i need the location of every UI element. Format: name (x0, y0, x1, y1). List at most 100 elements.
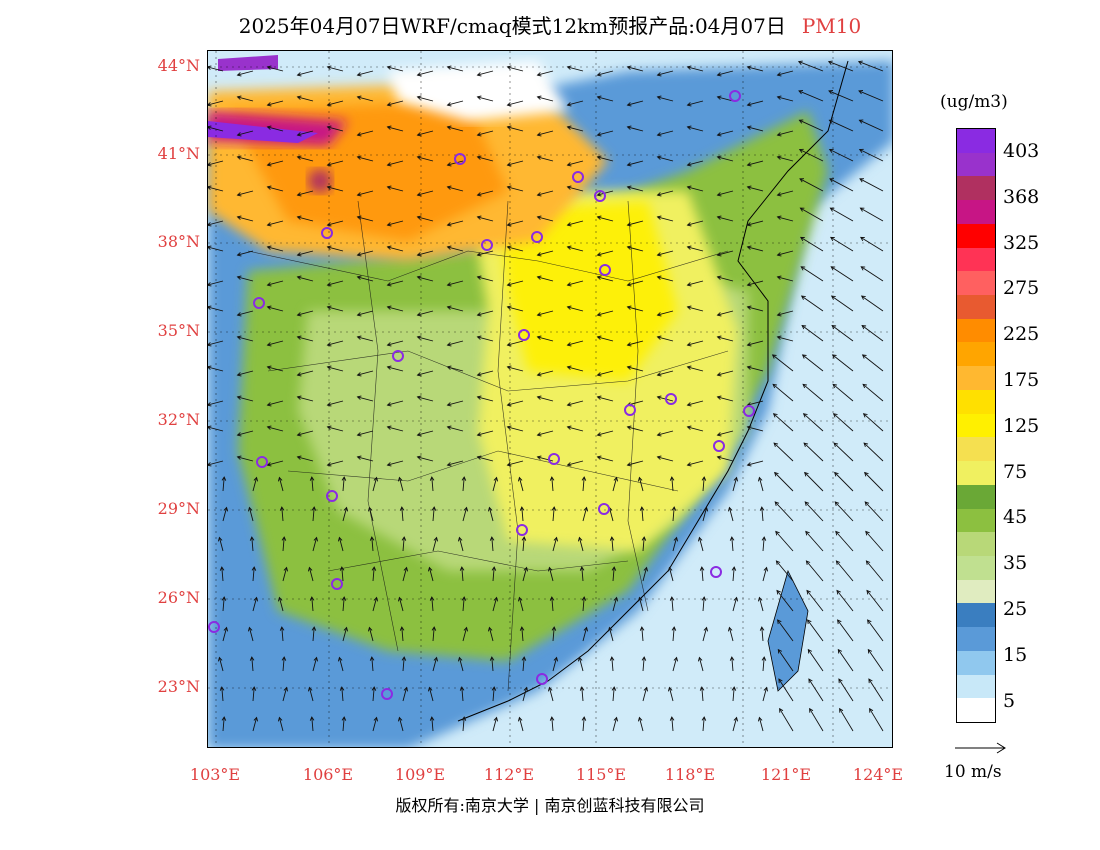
wind-arrow (537, 336, 554, 342)
wind-arrow-head (776, 155, 782, 160)
wind-arrow (477, 250, 494, 256)
wind-arrow-head (772, 413, 778, 418)
wind-arrow (461, 567, 464, 582)
wind-arrow-head (656, 95, 662, 100)
wind-arrow-head (859, 207, 865, 212)
wind-arrow-head (669, 716, 675, 721)
wind-arrow (687, 460, 704, 466)
colorbar-unit: (ug/m3) (940, 92, 1008, 112)
wind-arrow (477, 310, 494, 316)
wind-arrow-head (797, 60, 803, 65)
wind-arrow (507, 280, 524, 286)
wind-arrow (537, 310, 554, 316)
wind-arrow (863, 413, 884, 432)
wind-arrow (518, 477, 524, 492)
lat-label: 23°N (157, 677, 200, 696)
wind-arrow (687, 306, 704, 312)
wind-arrow (507, 366, 524, 372)
wind-arrow (221, 687, 224, 702)
wind-arrow (447, 186, 464, 192)
wind-arrow (611, 537, 614, 552)
wind-arrow (717, 216, 734, 222)
wind-arrow-head (519, 506, 525, 511)
wind-arrow-head (778, 678, 783, 684)
wind-arrow (657, 370, 674, 376)
wind-arrow-head (386, 125, 392, 130)
wind-arrow (357, 370, 374, 376)
wind-arrow-head (866, 589, 871, 595)
wind-arrow (491, 657, 494, 672)
wind-arrow (657, 336, 674, 342)
wind-arrow (567, 186, 584, 192)
wind-arrow (237, 310, 254, 316)
wind-arrow (702, 477, 705, 492)
wind-arrow (702, 717, 705, 732)
wind-arrow-head (686, 245, 692, 250)
wind-arrow (237, 190, 254, 196)
wind-arrow-head (746, 162, 752, 167)
wind-arrow-head (566, 125, 572, 130)
wind-arrow-head (386, 222, 392, 227)
wind-arrow (398, 477, 404, 492)
wind-arrow-head (506, 342, 512, 347)
wind-arrow (518, 717, 524, 732)
wind-arrow (717, 70, 734, 76)
wind-arrow-head (733, 716, 739, 722)
wind-arrow-head (521, 536, 527, 541)
wind-arrow-head (283, 686, 289, 692)
wind-arrow-head (356, 432, 362, 437)
wind-arrow (582, 717, 585, 732)
wind-arrow-head (637, 596, 643, 602)
wind-arrow-head (566, 222, 572, 227)
wind-arrow-head (431, 506, 437, 511)
wind-arrow-head (596, 95, 602, 100)
wind-arrow (248, 507, 254, 522)
wind-arrow (858, 90, 884, 102)
wind-arrow-head (416, 275, 422, 280)
wind-arrow-head (266, 282, 272, 287)
wind-arrow-head (802, 413, 808, 418)
wind-arrow (762, 687, 768, 702)
wind-arrow (492, 567, 495, 582)
wind-arrow (338, 657, 344, 672)
wind-arrow-head (549, 596, 555, 601)
wind-arrow (657, 430, 674, 436)
wind-arrow (507, 400, 524, 406)
wind-arrow-head (517, 596, 523, 602)
wind-arrow (717, 250, 734, 256)
lon-label: 103°E (189, 765, 241, 784)
forecast-map (207, 50, 893, 748)
wind-arrow-head (701, 716, 707, 721)
wind-arrow (368, 507, 374, 522)
wind-arrow-head (307, 566, 313, 572)
wind-arrow (747, 306, 764, 312)
wind-arrow-head (776, 192, 782, 197)
wind-arrow-head (577, 656, 583, 662)
wind-arrow-head (369, 536, 375, 541)
wind-arrow (627, 280, 644, 286)
wind-arrow-head (251, 686, 257, 691)
wind-arrow-head (746, 185, 752, 190)
wind-arrow-head (356, 335, 362, 340)
wind-arrow-head (716, 455, 722, 460)
wind-arrow-head (386, 185, 392, 190)
wind-arrow-head (221, 716, 227, 721)
wind-arrow-head (776, 72, 782, 77)
wind-arrow (800, 207, 824, 222)
wind-arrow-head (830, 266, 836, 271)
wind-arrow-head (487, 626, 493, 632)
wind-arrow-head (776, 589, 781, 595)
wind-arrow-head (326, 222, 332, 227)
wind-arrow-head (476, 95, 482, 100)
wind-arrow (522, 687, 528, 702)
wind-arrow-head (341, 476, 347, 481)
wind-arrow-head (446, 365, 452, 370)
wind-arrow (776, 590, 794, 612)
wind-arrow (551, 597, 554, 612)
wind-arrow-head (491, 686, 497, 691)
wind-arrow-head (779, 707, 784, 713)
wind-arrow-head (416, 252, 422, 257)
wind-arrow-head (208, 185, 212, 190)
wind-arrow (537, 216, 554, 222)
wind-arrow-head (776, 215, 782, 220)
